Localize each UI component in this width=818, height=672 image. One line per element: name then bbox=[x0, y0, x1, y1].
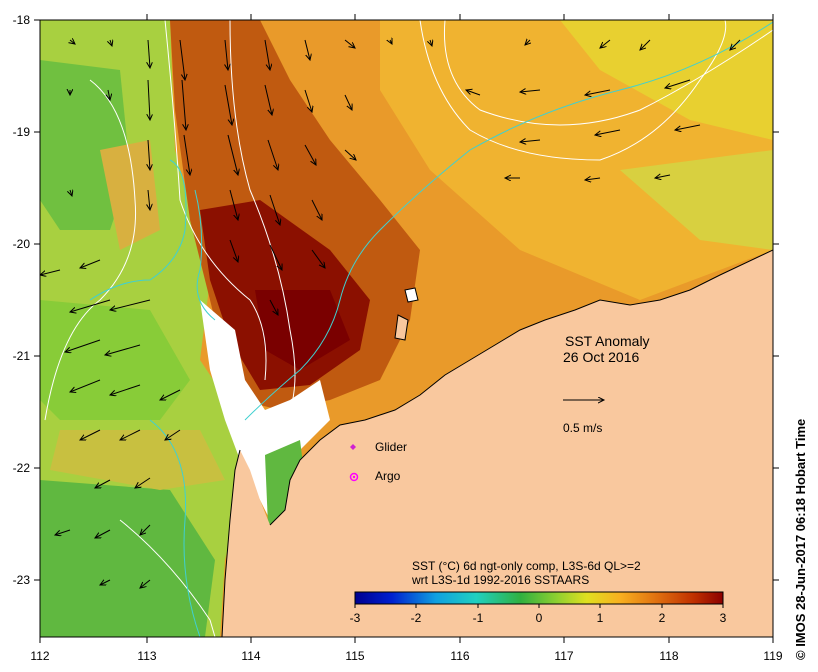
colorbar-tick-label: -3 bbox=[350, 611, 361, 625]
lat-tick-label: -19 bbox=[13, 125, 31, 139]
sst-field bbox=[40, 20, 773, 637]
lon-tick-label: 112 bbox=[30, 649, 49, 663]
colorbar-title-line1: SST (°C) 6d ngt-only comp, L3S-6d QL>=2 bbox=[412, 559, 641, 573]
lon-tick-label: 119 bbox=[763, 649, 782, 663]
colorbar-ticks bbox=[354, 604, 724, 608]
lon-tick-label: 114 bbox=[241, 649, 260, 663]
lon-tick-label: 113 bbox=[137, 649, 156, 663]
lat-tick-label: -18 bbox=[13, 13, 31, 27]
axis-ticks bbox=[34, 14, 779, 643]
map-date: 26 Oct 2016 bbox=[563, 349, 639, 365]
map-frame bbox=[39, 19, 774, 638]
lon-tick-label: 117 bbox=[554, 649, 573, 663]
lat-tick-label: -23 bbox=[13, 573, 31, 587]
colorbar-tick-label: 1 bbox=[597, 611, 604, 625]
white-contours bbox=[44, 20, 773, 637]
colorbar-title-line2: wrt L3S-1d 1992-2016 SSTAARS bbox=[411, 573, 589, 587]
colorbar-tick-label: 0 bbox=[536, 611, 543, 625]
credit-text: © IMOS 28-Jun-2017 06:18 Hobart Time bbox=[793, 418, 808, 660]
argo-marker bbox=[349, 472, 359, 482]
colorbar-tick-label: 2 bbox=[659, 611, 666, 625]
lon-tick-label: 116 bbox=[450, 649, 469, 663]
colorbar-tick-labels: -3 -2 -1 0 1 2 3 bbox=[350, 611, 727, 625]
current-arrows bbox=[40, 40, 741, 588]
land-mass bbox=[222, 250, 773, 637]
colorbar-tick-label: 3 bbox=[720, 611, 727, 625]
lat-tick-label: -22 bbox=[13, 461, 31, 475]
lon-tick-label: 115 bbox=[345, 649, 364, 663]
glider-marker bbox=[350, 444, 356, 450]
map-title: SST Anomaly bbox=[565, 333, 650, 349]
lat-tick-label: -20 bbox=[13, 237, 31, 251]
colorbar bbox=[354, 591, 724, 605]
colorbar-tick-label: -1 bbox=[473, 611, 484, 625]
argo-label: Argo bbox=[375, 469, 401, 483]
lon-tick-label: 118 bbox=[659, 649, 678, 663]
latitude-labels: -18 -19 -20 -21 -22 -23 bbox=[13, 13, 31, 587]
scale-label: 0.5 m/s bbox=[563, 421, 602, 435]
colorbar-tick-label: -2 bbox=[411, 611, 422, 625]
glider-label: Glider bbox=[375, 440, 407, 454]
longitude-labels: 112 113 114 115 116 117 118 119 bbox=[30, 649, 782, 663]
cyan-contours bbox=[89, 21, 773, 637]
lat-tick-label: -21 bbox=[13, 349, 31, 363]
